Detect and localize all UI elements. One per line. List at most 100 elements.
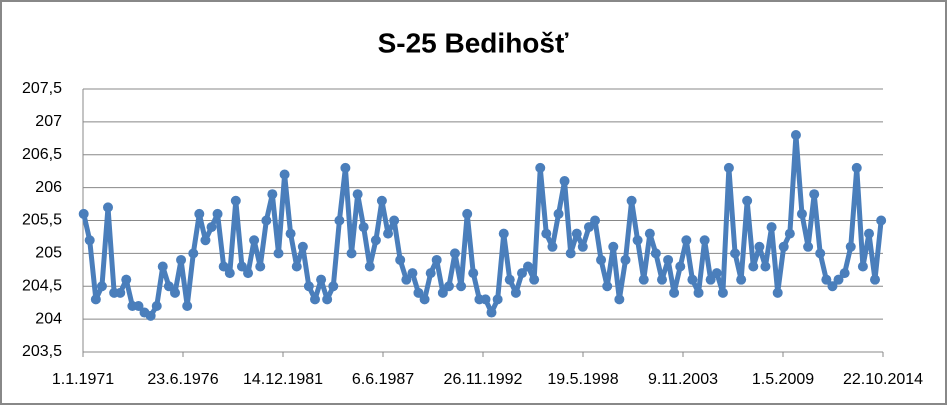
- point: [310, 294, 320, 305]
- point: [486, 307, 497, 318]
- point: [504, 274, 515, 285]
- point: [370, 235, 381, 246]
- point: [809, 189, 820, 200]
- point: [596, 254, 607, 265]
- y-tick-label: 206: [35, 179, 62, 196]
- x-tick-label: 23.6.1976: [147, 371, 218, 388]
- point: [699, 235, 710, 246]
- point: [669, 287, 680, 298]
- point: [316, 274, 327, 285]
- point: [864, 228, 874, 239]
- point: [632, 235, 643, 246]
- point: [224, 268, 235, 279]
- point: [693, 287, 704, 298]
- y-tick-label: 205: [35, 245, 62, 262]
- y-tick-label: 207,5: [22, 80, 62, 97]
- point: [188, 248, 199, 259]
- point: [151, 300, 162, 311]
- x-tick-label: 26.11.1992: [444, 371, 523, 388]
- point: [742, 195, 753, 206]
- x-tick-label: 6.6.1987: [352, 371, 414, 388]
- point: [212, 208, 223, 219]
- x-tick-label: 1.5.2009: [752, 371, 814, 388]
- point: [803, 241, 814, 252]
- point: [602, 281, 613, 292]
- point: [328, 281, 339, 292]
- point: [462, 208, 473, 219]
- point: [236, 261, 247, 272]
- point: [772, 287, 783, 298]
- point: [510, 287, 521, 298]
- point: [456, 281, 467, 292]
- point: [346, 248, 357, 259]
- point: [815, 248, 826, 259]
- point: [255, 261, 266, 272]
- point: [103, 202, 113, 213]
- point: [723, 162, 734, 173]
- point: [541, 228, 552, 239]
- point: [376, 195, 387, 206]
- point: [523, 261, 533, 272]
- point: [340, 162, 351, 173]
- point: [334, 215, 345, 226]
- point: [778, 241, 789, 252]
- point: [115, 287, 126, 298]
- point: [553, 208, 564, 219]
- point: [352, 189, 363, 200]
- point: [857, 261, 868, 272]
- point: [687, 274, 698, 285]
- point: [437, 287, 448, 298]
- point: [827, 281, 838, 292]
- point: [121, 274, 132, 285]
- point: [84, 235, 95, 246]
- point: [133, 300, 144, 311]
- point: [182, 300, 193, 311]
- point: [663, 254, 674, 265]
- point: [261, 215, 272, 226]
- point: [711, 268, 722, 279]
- y-tick-label: 203,5: [22, 343, 62, 360]
- point: [176, 254, 187, 265]
- point: [851, 162, 862, 173]
- point: [78, 208, 89, 219]
- point: [577, 241, 588, 252]
- point: [285, 228, 296, 239]
- point: [279, 169, 290, 180]
- point: [839, 268, 850, 279]
- y-tick-label: 206,5: [22, 146, 62, 163]
- point: [383, 228, 394, 239]
- point: [157, 261, 168, 272]
- point: [498, 228, 509, 239]
- point: [681, 235, 692, 246]
- point: [644, 228, 655, 239]
- point: [364, 261, 375, 272]
- y-tick-label: 204,5: [22, 277, 62, 294]
- point: [583, 222, 594, 233]
- x-tick-label: 9.11.2003: [648, 371, 718, 388]
- point: [297, 241, 308, 252]
- point: [705, 274, 716, 285]
- point: [717, 287, 728, 298]
- point: [638, 274, 649, 285]
- point: [443, 281, 454, 292]
- point: [492, 294, 503, 305]
- point: [413, 287, 424, 298]
- point: [559, 176, 570, 187]
- point: [322, 294, 333, 305]
- point: [249, 235, 260, 246]
- x-tick-label: 1.1.1971: [52, 371, 114, 388]
- point: [571, 228, 582, 239]
- point: [876, 215, 887, 226]
- point: [790, 130, 801, 141]
- y-tick-label: 204: [35, 310, 62, 327]
- y-tick-label: 205,5: [22, 212, 62, 229]
- point: [870, 274, 880, 285]
- x-tick-label: 14.12.1981: [243, 371, 323, 388]
- point: [517, 268, 527, 279]
- point: [273, 248, 284, 259]
- point: [194, 208, 205, 219]
- point: [303, 281, 314, 292]
- point: [565, 248, 576, 259]
